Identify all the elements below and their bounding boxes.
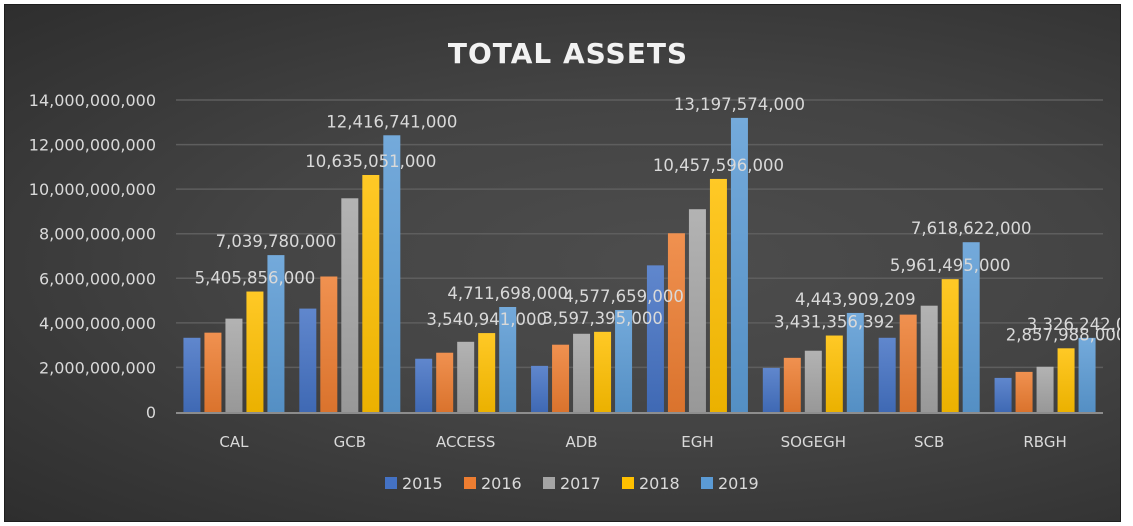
x-axis-categories: CAL GCB ACCESS ADB EGH SOGEGH SCB RBGH — [219, 433, 1066, 451]
bar-gcb-2018 — [362, 174, 380, 412]
bar-rbgh-2018 — [1057, 348, 1075, 412]
bar-scb-2019 — [962, 242, 980, 412]
chart-area: TOTAL ASSETS 0 2,000,000,000 4,000,000,000… — [4, 4, 1121, 522]
data-label-2019: 12,416,741,000 — [326, 112, 457, 131]
data-label-2019: 3,326,242,000 — [1027, 315, 1120, 334]
bar-adb-2018 — [594, 331, 612, 412]
bar-adb-2019 — [615, 309, 633, 412]
bar-adb-2016 — [552, 344, 570, 412]
bar-egh-2019 — [730, 117, 748, 413]
data-label-2018: 10,635,051,000 — [305, 152, 436, 171]
bar-sogegh-2017 — [804, 350, 822, 412]
legend-swatch-2015 — [385, 477, 397, 489]
bar-access-2019 — [499, 306, 517, 412]
bar-cal-2017 — [225, 318, 243, 412]
x-category-label: RBGH — [1023, 433, 1066, 451]
x-category-label: ACCESS — [436, 433, 495, 451]
legend-swatch-2019 — [701, 477, 713, 489]
y-tick-label: 10,000,000,000 — [29, 180, 156, 199]
data-label-2019: 7,039,780,000 — [216, 232, 337, 251]
bar-egh-2016 — [667, 233, 685, 412]
bar-access-2018 — [478, 333, 496, 412]
bar-egh-2018 — [709, 178, 727, 412]
data-label-2018: 3,597,395,000 — [542, 309, 663, 328]
data-label-2018: 3,540,941,000 — [426, 310, 547, 329]
bar-cal-2016 — [204, 332, 222, 412]
legend: 2015 2016 2017 2018 2019 — [385, 474, 759, 493]
data-label-2018: 5,405,856,000 — [195, 269, 316, 288]
x-category-label: CAL — [219, 433, 249, 451]
legend-swatch-2016 — [464, 477, 476, 489]
bar-cal-2015 — [183, 337, 201, 412]
y-tick-label: 2,000,000,000 — [39, 358, 156, 377]
bar-gcb-2015 — [299, 308, 317, 412]
data-labels: 5,405,856,000 7,039,780,000 10,635,051,000… — [195, 95, 1120, 344]
data-label-2018: 5,961,495,000 — [890, 256, 1011, 275]
y-tick-label: 0 — [146, 403, 156, 422]
bar-adb-2015 — [531, 365, 549, 412]
data-label-2018: 2,857,988,000 — [1006, 325, 1120, 344]
bar-rbgh-2019 — [1078, 337, 1096, 412]
data-label-2019: 4,711,698,000 — [447, 284, 568, 303]
data-label-2018: 10,457,596,000 — [653, 156, 784, 175]
chart-title: TOTAL ASSETS — [448, 37, 688, 70]
data-label-2019: 7,618,622,000 — [911, 219, 1032, 238]
bar-rbgh-2015 — [994, 377, 1012, 412]
legend-label: 2018 — [639, 474, 680, 493]
bar-scb-2016 — [899, 314, 917, 412]
data-label-2019: 4,443,909,209 — [795, 290, 916, 309]
bar-rbgh-2016 — [1015, 371, 1033, 412]
x-category-label: SOGEGH — [781, 433, 846, 451]
bar-scb-2018 — [941, 279, 959, 412]
y-tick-label: 8,000,000,000 — [39, 225, 156, 244]
bar-gcb-2019 — [383, 135, 401, 412]
bar-access-2016 — [436, 352, 454, 412]
legend-label: 2015 — [402, 474, 443, 493]
x-category-label: ADB — [566, 433, 598, 451]
data-label-2018: 3,431,356,392 — [774, 313, 895, 332]
y-tick-label: 12,000,000,000 — [29, 136, 156, 155]
y-tick-label: 6,000,000,000 — [39, 269, 156, 288]
bar-rbgh-2017 — [1036, 366, 1054, 412]
legend-swatch-2018 — [622, 477, 634, 489]
data-label-2019: 13,197,574,000 — [674, 95, 805, 114]
bar-gcb-2016 — [320, 276, 338, 412]
bar-gcb-2017 — [341, 198, 359, 412]
legend-label: 2016 — [481, 474, 522, 493]
bar-scb-2017 — [920, 305, 938, 412]
x-category-label: SCB — [914, 433, 944, 451]
legend-label: 2017 — [560, 474, 601, 493]
bar-egh-2015 — [646, 265, 664, 412]
bar-sogegh-2015 — [762, 367, 780, 412]
bar-access-2017 — [457, 341, 475, 412]
bar-adb-2017 — [573, 333, 591, 412]
y-axis-ticks: 0 2,000,000,000 4,000,000,000 6,000,000,000… — [29, 91, 156, 422]
data-label-2019: 4,577,659,000 — [563, 287, 684, 306]
bar-scb-2015 — [878, 337, 896, 412]
legend-swatch-2017 — [543, 477, 555, 489]
bar-chart: TOTAL ASSETS 0 2,000,000,000 4,000,000,000… — [29, 37, 1120, 493]
y-tick-label: 14,000,000,000 — [29, 91, 156, 110]
x-category-label: EGH — [681, 433, 713, 451]
x-category-label: GCB — [334, 433, 366, 451]
bar-access-2015 — [415, 358, 433, 412]
bars — [183, 117, 1096, 413]
bar-cal-2018 — [246, 291, 264, 412]
bar-sogegh-2016 — [783, 357, 801, 412]
bar-sogegh-2019 — [846, 312, 864, 412]
bar-cal-2019 — [267, 255, 285, 412]
y-tick-label: 4,000,000,000 — [39, 314, 156, 333]
bar-sogegh-2018 — [825, 335, 843, 412]
legend-label: 2019 — [718, 474, 759, 493]
bar-egh-2017 — [688, 209, 706, 412]
